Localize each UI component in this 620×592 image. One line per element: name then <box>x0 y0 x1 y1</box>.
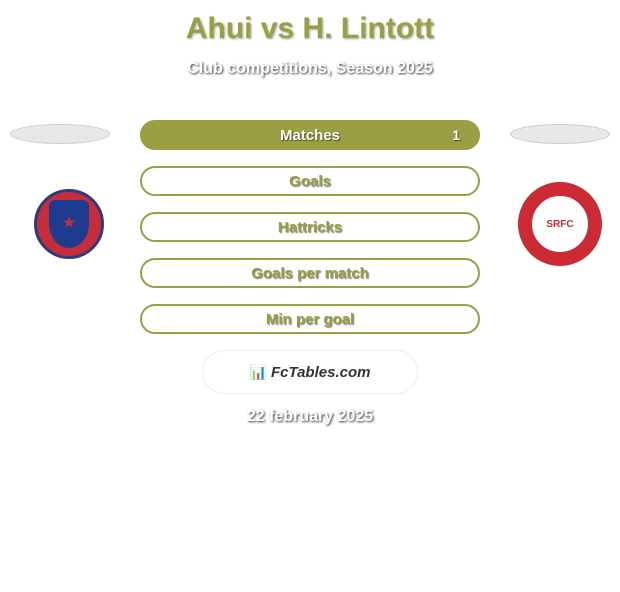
stat-row-goals-per-match: Goals per match <box>140 258 480 288</box>
stat-rows: Matches 1 Goals Hattricks Goals per matc… <box>140 120 480 334</box>
page-title: Ahui vs H. Lintott <box>0 12 620 46</box>
stat-label: Goals <box>289 173 331 190</box>
page-subtitle: Club competitions, Season 2025 <box>0 60 620 78</box>
stat-row-hattricks: Hattricks <box>140 212 480 242</box>
stat-label: Matches <box>280 127 340 144</box>
club-crest-left <box>20 180 118 268</box>
stat-row-matches: Matches 1 <box>140 120 480 150</box>
player-left-avatar-oval <box>10 124 110 144</box>
stat-row-goals: Goals <box>140 166 480 196</box>
stat-label: Goals per match <box>251 265 369 282</box>
date-text: 22 february 2025 <box>10 408 610 426</box>
comparison-infographic: Ahui vs H. Lintott Club competitions, Se… <box>0 12 620 426</box>
content-wrap: Matches 1 Goals Hattricks Goals per matc… <box>0 120 620 426</box>
club-crest-right <box>504 180 616 268</box>
stat-label: Min per goal <box>266 311 354 328</box>
brand-pill: 📊 FcTables.com <box>202 350 418 394</box>
crest-inner-left <box>34 189 104 259</box>
crest-inner-right <box>518 182 602 266</box>
stat-row-min-per-goal: Min per goal <box>140 304 480 334</box>
stat-label: Hattricks <box>278 219 342 236</box>
chart-icon: 📊 <box>250 364 267 381</box>
brand-label: FcTables.com <box>271 364 370 381</box>
stat-value-right: 1 <box>452 127 460 143</box>
player-right-avatar-oval <box>510 124 610 144</box>
